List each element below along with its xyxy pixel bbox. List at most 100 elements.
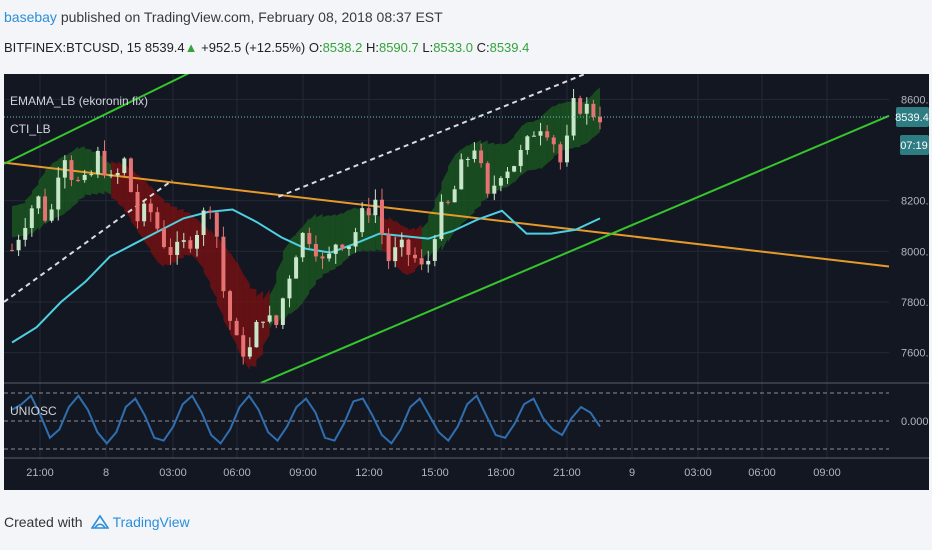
candle-body xyxy=(161,228,166,248)
up-arrow-icon: ▲ xyxy=(184,40,198,55)
candle-body xyxy=(591,103,596,117)
candles xyxy=(10,88,602,365)
candle-body xyxy=(598,116,602,123)
candle-body xyxy=(373,199,378,216)
x-tick-label: 21:00 xyxy=(26,467,54,479)
candle-body xyxy=(36,196,41,209)
cloud-segment xyxy=(474,139,482,211)
candle-body xyxy=(313,244,318,257)
price-chart[interactable]: 7600.0 7800.0 8000.0 8200.0 8600.0 EMAMA_LB … xyxy=(4,74,929,490)
candle-body xyxy=(564,135,569,163)
candle-body xyxy=(479,150,484,164)
cloud-segment xyxy=(111,161,118,202)
candle-body xyxy=(49,209,54,221)
x-tick-label: 06:00 xyxy=(748,467,776,479)
x-tick-label: 06:00 xyxy=(223,467,251,479)
candle-body xyxy=(188,240,193,249)
cloud-segment xyxy=(527,121,534,171)
green-channel-lower xyxy=(260,114,890,384)
oscillator-pane: 0.0000 xyxy=(4,392,929,450)
candle-body xyxy=(280,298,285,325)
candle-body xyxy=(95,150,100,175)
candle-body xyxy=(234,320,239,336)
candle-body xyxy=(16,239,21,251)
oscillator-legend: UNIOSC xyxy=(10,404,57,418)
cloud-segment xyxy=(263,289,270,346)
candle-body xyxy=(419,258,424,265)
candle-body xyxy=(148,203,153,213)
indicator-clouds xyxy=(12,87,600,371)
candle-body xyxy=(386,234,391,262)
candle-body xyxy=(194,234,199,249)
candle-body xyxy=(426,260,431,265)
symbol-name: BITFINEX:BTCUSD, 15 xyxy=(4,40,142,55)
tradingview-link[interactable]: TradingView xyxy=(112,514,190,530)
cloud-segment xyxy=(322,214,330,275)
candle-body xyxy=(294,257,299,279)
indicator2-legend: CTI_LB xyxy=(10,122,51,136)
price-badge xyxy=(896,107,929,127)
candle-body xyxy=(353,232,358,247)
high-label: H: xyxy=(365,40,379,55)
price-badge-label: 8539.4 xyxy=(895,112,929,124)
candle-body xyxy=(267,315,272,322)
candle-body xyxy=(82,174,87,181)
cloud-segment xyxy=(329,214,336,271)
chart-frame[interactable]: 7600.0 7800.0 8000.0 8200.0 8600.0 EMAMA_LB … xyxy=(4,74,929,490)
publish-line: basebay published on TradingView.com, Fe… xyxy=(4,9,443,25)
cloud-segment xyxy=(507,137,515,188)
author-link[interactable]: basebay xyxy=(4,9,57,25)
indicator1-legend: EMAMA_LB (ekoronin fix) xyxy=(10,94,148,108)
y-tick-label: 8000.0 xyxy=(901,246,929,258)
candle-body xyxy=(307,232,312,245)
candle-body xyxy=(208,210,213,213)
candle-body xyxy=(128,158,133,192)
candle-body xyxy=(29,208,34,228)
price-axis[interactable]: 7600.0 7800.0 8000.0 8200.0 8600.0 xyxy=(901,94,929,359)
cloud-segment xyxy=(309,213,316,291)
close-value: 8539.4 xyxy=(489,40,530,55)
candle-body xyxy=(551,137,556,145)
cloud-segment xyxy=(302,217,310,303)
ema-path xyxy=(11,208,601,344)
candle-body xyxy=(525,136,530,151)
candle-body xyxy=(472,150,477,159)
y-tick-label: 7800.0 xyxy=(901,297,929,309)
candle-body xyxy=(446,201,451,203)
cloud-segment xyxy=(593,87,600,138)
created-with-label: Created with xyxy=(4,514,83,530)
candle-body xyxy=(241,335,246,357)
candle-body xyxy=(492,185,497,194)
candle-body xyxy=(505,171,510,179)
candle-body xyxy=(366,208,371,216)
x-tick-label: 9 xyxy=(629,467,635,479)
candle-body xyxy=(102,150,107,176)
cloud-segment xyxy=(467,141,475,218)
candle-body xyxy=(142,203,147,222)
cloud-segment xyxy=(401,225,409,276)
x-tick-label: 21:00 xyxy=(553,467,581,479)
cloud-segment xyxy=(533,118,541,171)
candle-body xyxy=(115,172,120,176)
cloud-segment xyxy=(144,179,151,250)
time-axis[interactable]: 21:00 8 03:00 06:00 09:00 12:00 15:00 18:00 21:0… xyxy=(26,467,841,479)
ema-line xyxy=(11,208,601,344)
candle-body xyxy=(10,250,14,252)
open-label: O: xyxy=(308,40,323,55)
x-tick-label: 03:00 xyxy=(159,467,187,479)
x-tick-label: 15:00 xyxy=(421,467,449,479)
candle-body xyxy=(181,240,186,242)
open-value: 8538.2 xyxy=(322,40,363,55)
osc-path xyxy=(11,394,601,445)
candle-body xyxy=(247,347,252,357)
y-tick-label: 8600.0 xyxy=(901,94,929,106)
x-tick-label: 09:00 xyxy=(813,467,841,479)
cloud-segment xyxy=(547,105,554,164)
candle-body xyxy=(498,178,503,186)
cloud-segment xyxy=(12,204,19,238)
candle-body xyxy=(340,244,345,249)
cloud-segment xyxy=(448,155,455,243)
candle-body xyxy=(254,321,259,348)
candle-body xyxy=(135,191,140,222)
white-dashed-upper xyxy=(277,74,588,198)
